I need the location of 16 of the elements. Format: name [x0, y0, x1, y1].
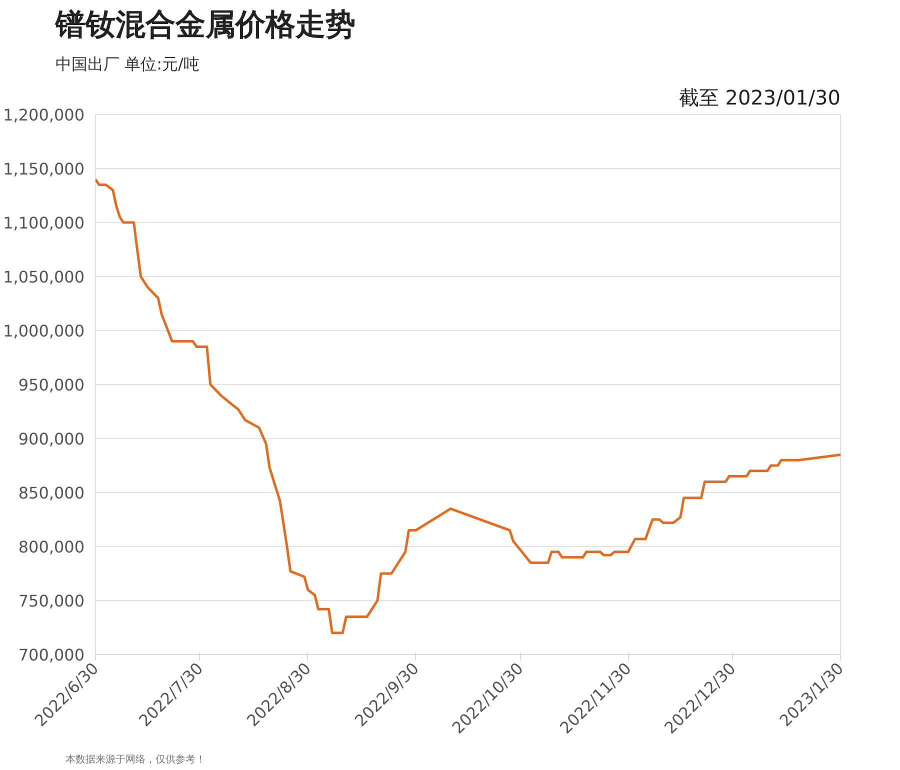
y-tick-label: 1,000,000 [3, 322, 85, 340]
y-tick-label: 1,150,000 [3, 160, 85, 178]
y-tick-label: 700,000 [18, 646, 85, 664]
y-tick-label: 1,200,000 [3, 106, 85, 124]
line-series [96, 178, 840, 634]
text: 本数据来源于网络，仅供参考！ [66, 754, 206, 766]
y-tick-label: 800,000 [18, 538, 85, 556]
y-tick-label: 750,000 [18, 592, 85, 610]
y-tick-label: 1,050,000 [3, 268, 85, 286]
y-tick-label: 900,000 [18, 430, 85, 448]
chart-title: 镨钕混合金属价格走势 [54, 8, 356, 42]
y-tick-label: 950,000 [18, 376, 85, 394]
y-tick-label: 1,100,000 [3, 214, 85, 232]
text: 截至 2023/01/30 [678, 86, 841, 110]
y-tick-label: 850,000 [18, 484, 85, 502]
chart-subtitle: 中国出厂 单位:元/吨 [56, 54, 200, 74]
